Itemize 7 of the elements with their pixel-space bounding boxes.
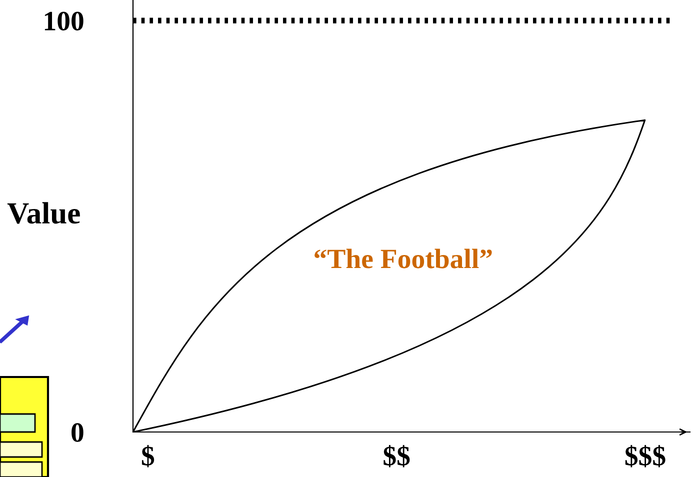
x-tick-label: $$ <box>384 445 410 468</box>
y-tick-label: 100 <box>44 12 84 30</box>
x-tick-label: $ <box>142 445 154 468</box>
y-axis-title: Value <box>7 202 80 224</box>
y-tick-label: 0 <box>72 423 84 442</box>
x-tick-label: $$$ <box>625 445 666 468</box>
annotation: “The Football” <box>314 248 492 268</box>
